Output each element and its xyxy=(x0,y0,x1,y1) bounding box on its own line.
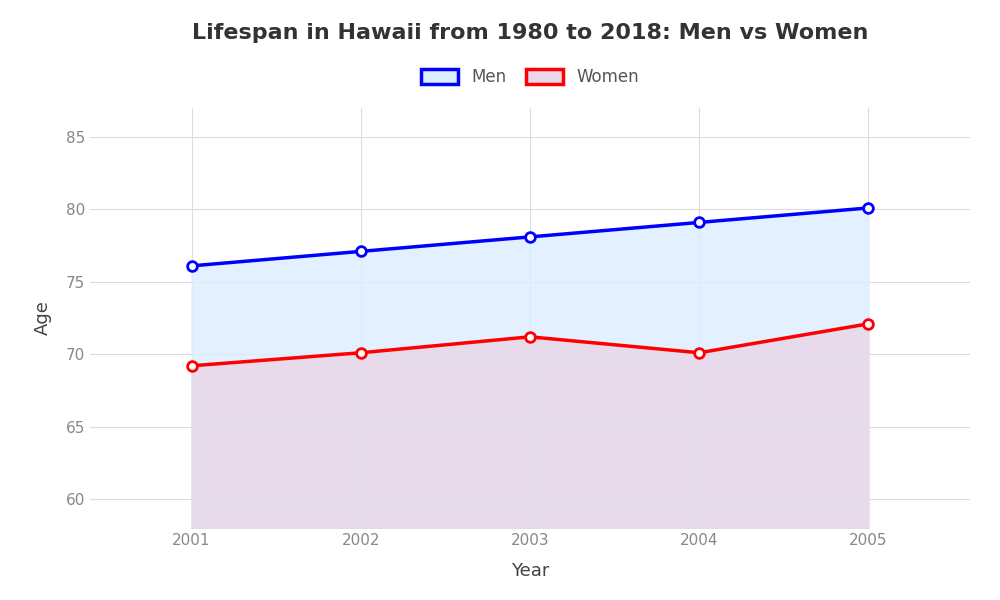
Y-axis label: Age: Age xyxy=(34,301,52,335)
Legend: Men, Women: Men, Women xyxy=(414,62,646,93)
Title: Lifespan in Hawaii from 1980 to 2018: Men vs Women: Lifespan in Hawaii from 1980 to 2018: Me… xyxy=(192,23,868,43)
X-axis label: Year: Year xyxy=(511,562,549,580)
